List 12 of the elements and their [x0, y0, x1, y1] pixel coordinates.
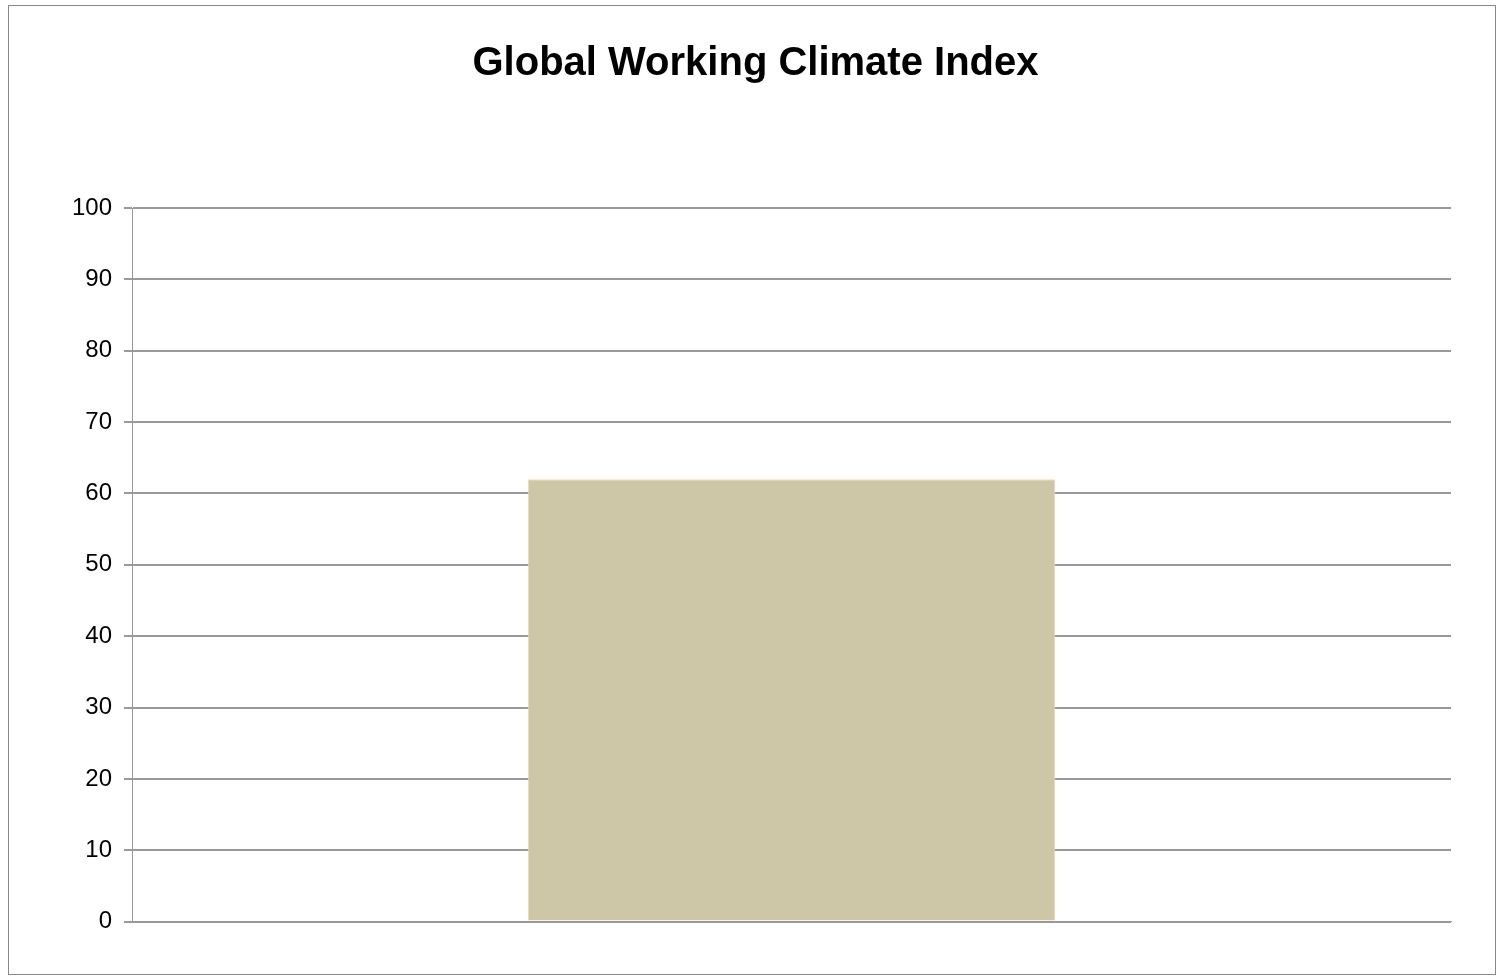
y-tick-label: 20 [85, 763, 113, 791]
y-tick-label: 60 [85, 478, 113, 506]
chart-title: Global Working Climate Index [472, 39, 1039, 84]
y-tick-label: 80 [85, 335, 113, 363]
y-tick-label: 50 [85, 549, 113, 577]
y-tick-label: 30 [85, 692, 113, 720]
y-tick-label: 100 [72, 192, 113, 220]
y-tick-label: 10 [85, 834, 113, 862]
y-tick-label: 70 [85, 406, 113, 434]
y-tick-label: 90 [85, 263, 113, 291]
y-tick-label: 40 [85, 620, 113, 648]
y-tick-label: 0 [98, 906, 113, 934]
